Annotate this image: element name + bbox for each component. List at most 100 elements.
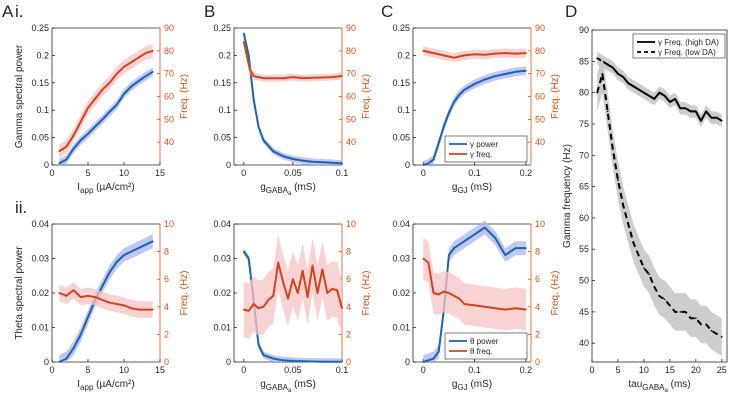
data-point	[257, 344, 260, 346]
y-tick-label: 0.1	[218, 105, 231, 115]
right-tick-label: 2	[164, 329, 169, 339]
data-point	[80, 333, 82, 336]
data-point	[144, 52, 147, 54]
data-point	[514, 71, 517, 73]
data-point	[116, 261, 118, 263]
y-tick-label: 0.2	[397, 50, 410, 60]
x-axis-label: gGJ (mS)	[452, 379, 492, 392]
data-point	[463, 240, 466, 243]
data-point	[674, 98, 676, 100]
data-point	[341, 307, 343, 310]
y-tick-label: 0	[405, 160, 410, 170]
data-point	[679, 107, 682, 110]
data-point	[448, 292, 450, 294]
y-tick-label: 50	[579, 276, 589, 286]
data-point	[292, 360, 294, 362]
data-point	[715, 116, 718, 119]
data-point	[443, 54, 445, 57]
y-tick-label: 0.03	[31, 254, 49, 264]
data-point	[715, 333, 718, 335]
data-point	[443, 125, 445, 128]
data-point	[87, 316, 89, 318]
data-point	[243, 308, 245, 311]
data-point	[152, 240, 154, 243]
series-line-1	[58, 70, 154, 165]
data-point	[306, 296, 309, 298]
x-tick-label: 15	[155, 168, 165, 178]
plot-frame	[591, 29, 728, 363]
y-tick-label: 0.1	[397, 105, 410, 115]
x-axis-label: gGJ (mS)	[452, 182, 492, 195]
y-tick-label: 0.02	[31, 288, 49, 298]
data-point	[422, 361, 425, 363]
x-tick-label: 0.05	[284, 168, 302, 178]
data-point	[277, 261, 280, 264]
data-point	[301, 159, 304, 162]
right-tick-label: 6	[164, 274, 169, 284]
series-line-2	[58, 289, 153, 311]
data-point	[137, 308, 140, 311]
right-tick-label: 10	[346, 219, 356, 229]
data-point	[612, 66, 614, 69]
data-point	[272, 77, 275, 79]
data-point	[282, 281, 284, 283]
data-point	[648, 95, 650, 97]
y-tick-label: 0	[226, 160, 231, 170]
data-point	[721, 336, 723, 338]
data-point	[601, 73, 604, 75]
y-tick-label: 0.2	[36, 50, 49, 60]
y-tick-label: 0.02	[392, 288, 410, 298]
data-point	[123, 254, 125, 256]
y-tick-label: 0.01	[213, 323, 231, 333]
data-point	[674, 311, 676, 313]
data-point	[252, 75, 255, 77]
data-point	[514, 247, 517, 249]
data-point	[287, 297, 289, 300]
data-point	[80, 120, 82, 123]
data-point	[341, 75, 343, 77]
x-tick-label: 0	[589, 365, 594, 375]
data-point	[622, 76, 624, 78]
panel-label-A: A	[2, 2, 14, 21]
data-point	[443, 290, 445, 293]
right-axis-label: Freq. (Hz)	[361, 74, 372, 119]
data-point	[721, 120, 723, 122]
data-point	[705, 110, 707, 113]
x-tick-label: 0	[241, 365, 246, 375]
right-tick-label: 0	[164, 357, 169, 367]
data-point	[705, 323, 707, 326]
data-point	[504, 73, 507, 75]
data-point	[448, 112, 450, 114]
data-point	[643, 91, 645, 94]
y-axis-label: Gamma spectral power	[14, 44, 25, 148]
data-point	[282, 77, 284, 79]
data-point	[432, 357, 435, 360]
x-tick-label: 0.1	[468, 168, 481, 178]
data-point	[297, 292, 299, 294]
data-point	[437, 293, 440, 296]
right-tick-label: 0	[535, 357, 540, 367]
data-point	[123, 304, 125, 307]
series-band-2	[59, 44, 153, 159]
data-point	[437, 350, 440, 353]
data-point	[144, 308, 147, 311]
data-point	[458, 297, 461, 300]
data-point	[101, 88, 104, 91]
legend-entry-2: θ freq.	[470, 347, 493, 356]
y-tick-label: 0.02	[213, 288, 231, 298]
x-tick-label: 15	[155, 365, 165, 375]
data-point	[108, 301, 111, 304]
panel-label-D: D	[565, 2, 577, 21]
right-axis-label: Freq. (Hz)	[179, 74, 190, 119]
x-tick-label: 0.2	[520, 365, 533, 375]
data-point	[658, 295, 661, 298]
right-tick-label: 40	[346, 137, 356, 147]
right-tick-label: 50	[535, 114, 545, 124]
data-point	[331, 288, 334, 290]
data-point	[282, 359, 284, 362]
data-point	[710, 116, 713, 119]
data-point	[700, 120, 702, 122]
series-line-2	[242, 41, 343, 80]
